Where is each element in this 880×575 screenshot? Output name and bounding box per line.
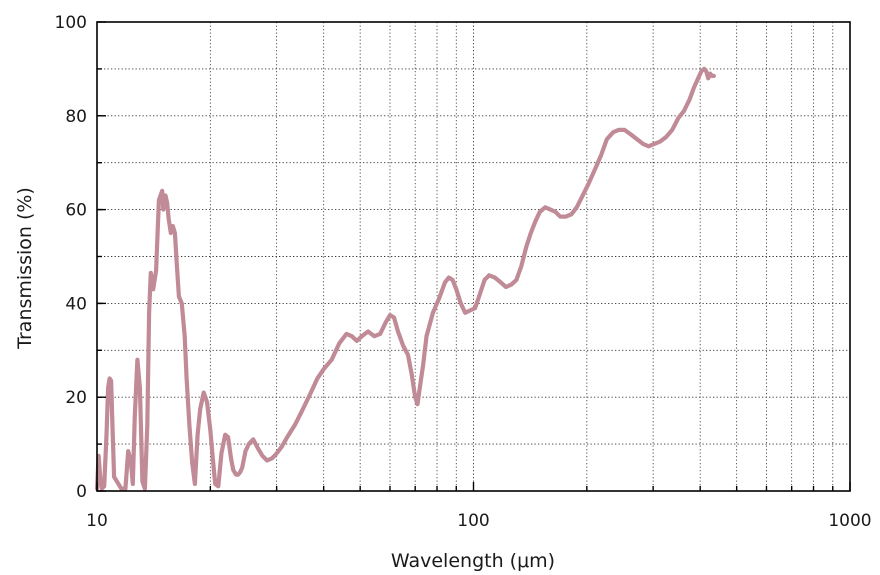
- x-axis-label: Wavelength (μm): [391, 550, 555, 572]
- x-tick-labels: 10 100 1000: [86, 511, 871, 531]
- y-tick-label: 80: [65, 107, 87, 127]
- x-tick-label: 10: [86, 511, 108, 531]
- y-tick-label: 0: [76, 482, 87, 502]
- y-tick-label: 20: [65, 388, 87, 408]
- y-tick-label: 100: [55, 13, 87, 33]
- x-tick-label: 1000: [828, 511, 871, 531]
- grid: [97, 22, 850, 491]
- axis-ticks: [96, 21, 851, 492]
- y-axis-label: Transmission (%): [14, 187, 36, 350]
- y-tick-label: 60: [65, 201, 87, 221]
- transmission-series-line: [94, 66, 716, 491]
- y-tick-label: 40: [65, 294, 87, 314]
- y-tick-labels: 0 20 40 60 80 100: [55, 13, 87, 502]
- x-tick-label: 100: [457, 511, 489, 531]
